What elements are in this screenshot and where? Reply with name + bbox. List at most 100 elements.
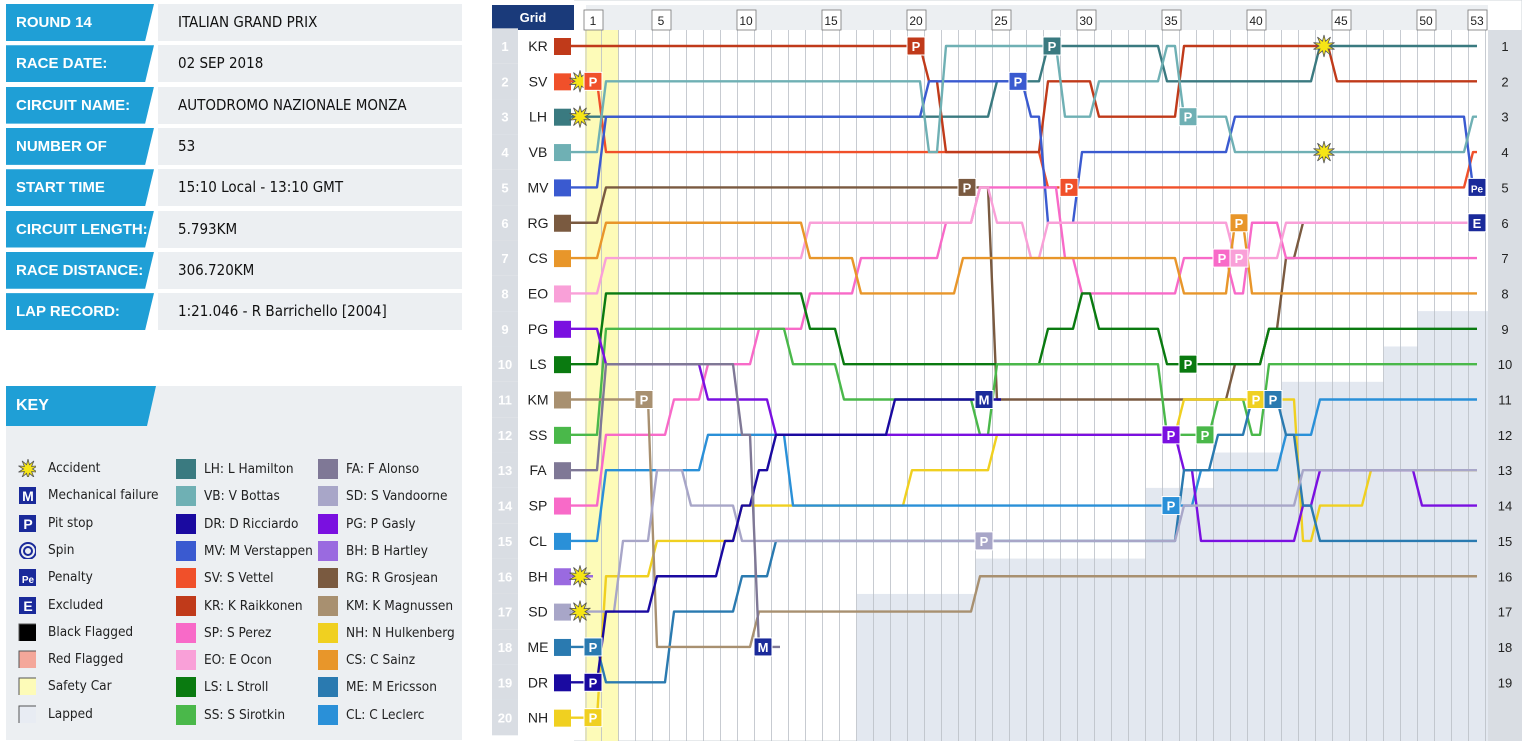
grid-driver-swatch [554,568,571,586]
info-value: 15:10 Local - 13:10 GMT [158,169,462,207]
grid-driver-code: DR [528,674,548,690]
lap-header [586,5,1488,30]
pit-marker [1263,390,1283,409]
grid-header [492,5,574,30]
position-number: 8 [501,286,508,301]
pit-marker [583,708,603,728]
driver-key-label: SP: S Perez [204,624,272,641]
final-position-number: 3 [1501,110,1508,125]
grid-driver-swatch [554,144,571,162]
pit-marker [957,177,977,197]
position-line-cl [571,398,1477,543]
final-position-number: 6 [1501,216,1508,231]
svg-text:P: P [23,516,32,532]
pit-marker-label: P [1218,251,1227,266]
position-cell [492,346,518,382]
position-number: 7 [501,251,508,266]
lap-tick-label: 35 [1164,14,1178,28]
final-position-number: 4 [1501,145,1508,160]
driver-key-label: SD: S Vandoorne [346,488,448,505]
pit-marker-label: P [589,711,598,726]
grid-driver-swatch [554,250,571,268]
position-number: 2 [501,74,508,89]
position-number: 18 [498,640,512,655]
lap-tick-box [736,9,757,31]
safety-car-icon [18,677,36,696]
penalty-icon: Pe [19,569,36,587]
pit-marker-label: P [1269,393,1278,408]
pit-marker-label: P [1184,110,1193,125]
position-cell [492,205,518,241]
driver-key-label: KM: K Magnussen [346,597,454,614]
grid-driver-swatch [554,73,571,91]
grid-driver-code: LS [529,356,546,372]
lap-tick-label: 1 [590,14,597,28]
grid-driver-code: MV [528,179,550,195]
grid-driver-code: RG [528,215,549,231]
pit-marker [583,71,603,91]
pit-marker [1042,36,1062,56]
grid-driver-code: KM [528,392,549,408]
info-row: Round 14 ITALIAN GRAND PRIX [0,4,462,41]
grid-driver-code: SP [529,498,548,514]
mechanical-marker [753,637,773,657]
position-number: 15 [498,534,512,549]
accident-icon [18,459,36,477]
lap-tick-box [651,9,672,31]
info-row: Number of Laps:53 [0,127,462,165]
driver-key-label: SV: S Vettel [204,570,274,587]
svg-text:Pe: Pe [22,575,35,586]
info-value: 1:21.046 - R Barrichello [2004] [158,293,462,331]
penalty-marker-label: Pe [1471,184,1484,195]
grid-driver-swatch [554,603,571,621]
lap-tick-box [906,9,927,31]
position-cell [492,452,518,488]
lap-tick-label: 5 [658,14,665,28]
driver-color-swatch [318,650,338,671]
position-number: 13 [498,463,512,478]
position-number: 14 [498,499,513,514]
grid-driver-swatch [554,532,571,550]
excluded-marker-label: E [1473,216,1482,231]
driver-color-swatch [176,486,196,507]
key-item-label: Spin [48,541,75,558]
driver-color-swatch [318,540,338,561]
lap-tick-box [1331,9,1352,31]
position-cell [492,664,518,700]
driver-color-swatch [176,595,196,616]
grid-driver-swatch [554,38,571,55]
final-position-number: 17 [1498,605,1512,620]
info-row: Race Distance: 306.720KM [0,251,462,289]
position-number: 1 [501,39,508,54]
pit-marker-label: P [1048,39,1057,54]
info-row: Circuit Length: 5.793KM [0,210,462,248]
position-number: 12 [498,428,512,443]
grid-driver-code: SS [529,427,548,443]
position-cell [492,240,518,276]
driver-color-swatch [318,568,338,589]
info-value: AUTODROMO NAZIONALE MONZA [158,86,462,124]
pit-marker-label: P [589,640,598,655]
accident-icon [569,105,591,128]
grid-driver-swatch [554,179,571,197]
info-label: Number of Laps: [6,127,154,165]
driver-key-label: ME: M Ericsson [346,679,437,696]
lap-tick-label: 30 [1079,14,1093,28]
position-line-km [571,398,1477,649]
pit-marker-label: P [589,74,598,89]
final-position-number: 14 [1498,499,1512,514]
grid-driver-code: ME [528,639,549,655]
position-line-fa [571,362,780,649]
info-label: Circuit Name: [6,86,154,124]
position-line-eo [571,186,1477,295]
key-item-label: Pit stop [48,514,94,531]
svg-text:E: E [23,598,32,614]
grid-driver-swatch [554,426,571,444]
grid-header-label: Grid [520,10,547,25]
key-item-label: Red Flagged [48,651,124,668]
pit-marker-label: P [1167,499,1176,514]
lap-tick-label: 40 [1249,14,1263,28]
final-position-number: 18 [1498,640,1512,655]
lap-tick-box [1076,9,1097,31]
penalty-marker [1467,177,1487,197]
